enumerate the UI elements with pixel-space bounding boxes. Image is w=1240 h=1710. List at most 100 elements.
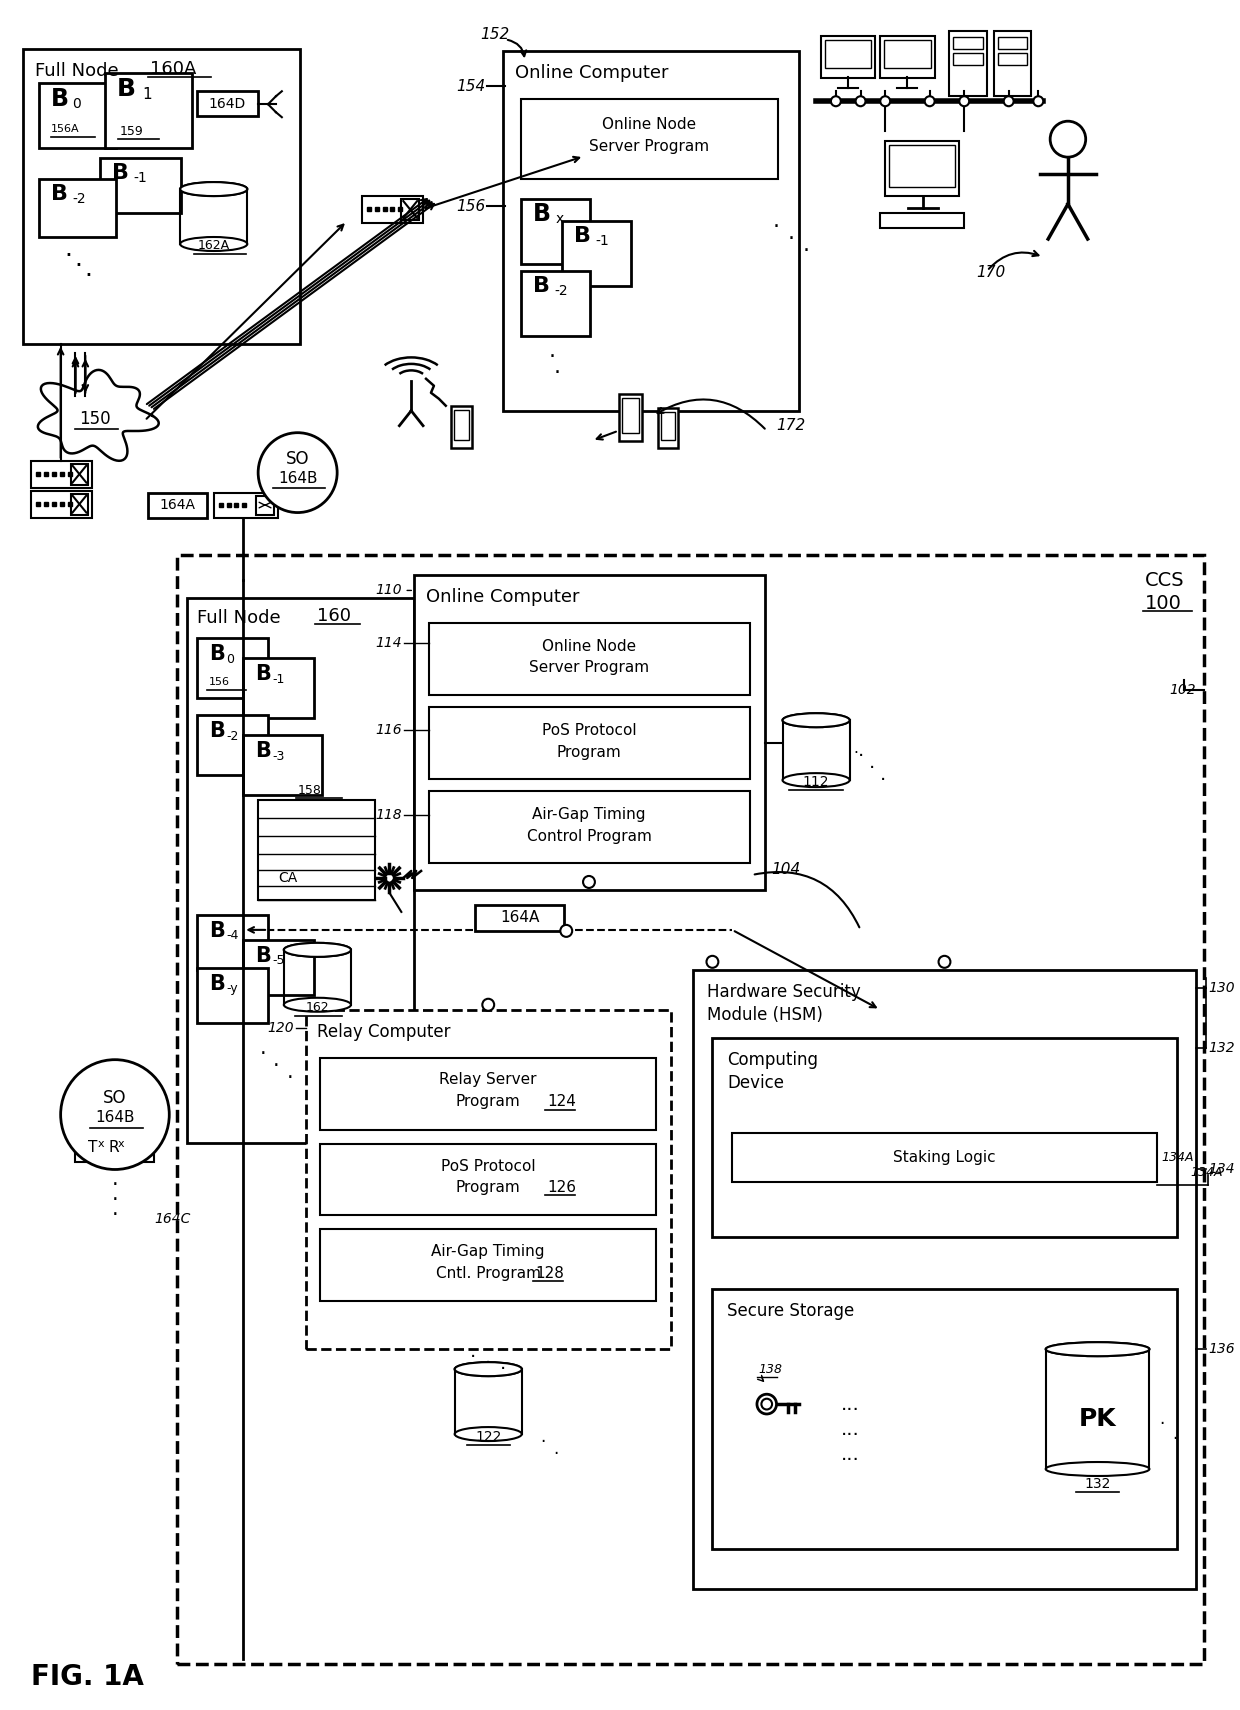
Bar (429, 624, 750, 696)
Bar (320, 1058, 656, 1130)
Text: Server Program: Server Program (529, 660, 649, 675)
Text: .: . (485, 1347, 491, 1366)
Ellipse shape (284, 942, 351, 958)
Text: 1: 1 (143, 87, 153, 101)
Bar (71, 463, 88, 484)
Text: Staking Logic: Staking Logic (893, 1151, 996, 1165)
Bar (713, 1289, 1177, 1549)
Text: 164A: 164A (500, 910, 539, 925)
Text: 162A: 162A (197, 239, 229, 253)
Bar (880, 214, 965, 227)
Bar (414, 576, 765, 889)
Circle shape (925, 96, 935, 106)
Bar (243, 735, 322, 795)
Circle shape (756, 1394, 776, 1414)
Text: 0: 0 (227, 653, 234, 665)
Circle shape (258, 433, 337, 513)
Text: 172: 172 (776, 419, 806, 433)
Text: -1: -1 (595, 234, 609, 248)
Text: 170: 170 (976, 265, 1006, 280)
Bar (732, 1132, 1157, 1183)
Text: B: B (117, 77, 136, 101)
Text: 110: 110 (376, 583, 402, 597)
Text: Air-Gap Timing: Air-Gap Timing (432, 1243, 546, 1259)
Bar (243, 658, 315, 718)
Text: Device: Device (727, 1074, 784, 1091)
Text: Computing: Computing (727, 1050, 818, 1069)
Text: -2: -2 (72, 192, 86, 207)
Text: 114: 114 (376, 636, 402, 650)
Text: .: . (853, 740, 858, 756)
Text: x: x (118, 1139, 124, 1149)
Bar (76, 1132, 155, 1163)
Circle shape (831, 96, 841, 106)
Text: 116: 116 (376, 723, 402, 737)
Bar (450, 405, 472, 448)
Bar (954, 53, 983, 65)
Text: .: . (84, 256, 92, 280)
Text: 162: 162 (305, 1002, 329, 1014)
Bar (521, 99, 777, 180)
Bar (503, 51, 800, 410)
Text: B: B (533, 202, 551, 226)
Circle shape (583, 876, 595, 887)
Text: -5: -5 (272, 954, 284, 968)
Text: .: . (869, 752, 875, 771)
Circle shape (61, 1060, 170, 1170)
Circle shape (707, 956, 718, 968)
Text: 134A: 134A (1190, 1166, 1223, 1178)
Bar (825, 41, 872, 68)
Bar (197, 968, 268, 1023)
Text: 102: 102 (1169, 684, 1197, 698)
Text: .: . (112, 1185, 118, 1204)
Text: B: B (112, 162, 129, 183)
Text: Program: Program (557, 744, 621, 759)
Bar (31, 491, 92, 518)
Text: 120: 120 (267, 1021, 294, 1035)
Text: 134: 134 (1208, 1163, 1235, 1176)
Text: B: B (51, 87, 68, 111)
Text: 118: 118 (376, 809, 402, 823)
Text: ...: ... (841, 1445, 861, 1464)
Bar (243, 941, 315, 995)
Ellipse shape (455, 1428, 522, 1442)
Text: Online Computer: Online Computer (515, 65, 668, 82)
Bar (658, 407, 678, 448)
Text: B: B (255, 663, 272, 684)
Ellipse shape (284, 942, 351, 958)
Text: Relay Server: Relay Server (439, 1072, 537, 1088)
Text: Online Node: Online Node (603, 116, 697, 132)
Bar (197, 715, 268, 775)
Bar (713, 1038, 1177, 1238)
Text: 100: 100 (1145, 593, 1182, 612)
Text: Cntl. Program: Cntl. Program (435, 1265, 541, 1281)
Bar (885, 142, 960, 197)
Text: 164A: 164A (159, 498, 195, 511)
Text: Control Program: Control Program (527, 829, 651, 843)
Circle shape (560, 925, 572, 937)
Text: -1: -1 (272, 672, 284, 686)
Text: B: B (51, 185, 68, 203)
Text: PoS Protocol: PoS Protocol (542, 723, 636, 737)
Ellipse shape (455, 1363, 522, 1377)
Text: .: . (112, 1199, 118, 1219)
Bar (429, 708, 750, 780)
Bar (100, 157, 181, 214)
Text: B: B (208, 645, 224, 663)
Bar (880, 36, 935, 79)
Text: B: B (255, 946, 272, 966)
Ellipse shape (782, 713, 849, 727)
Bar (998, 53, 1028, 65)
Text: 136: 136 (1208, 1342, 1235, 1356)
Text: 124: 124 (548, 1094, 577, 1110)
Bar (71, 494, 88, 515)
Bar (177, 556, 1204, 1664)
Circle shape (856, 96, 866, 106)
Text: .: . (500, 1354, 506, 1373)
Bar (402, 198, 419, 221)
Text: .: . (857, 740, 864, 759)
Bar (320, 1229, 656, 1301)
Text: Online Computer: Online Computer (427, 588, 579, 607)
Text: 164B: 164B (278, 472, 317, 486)
Text: 159: 159 (120, 125, 144, 139)
